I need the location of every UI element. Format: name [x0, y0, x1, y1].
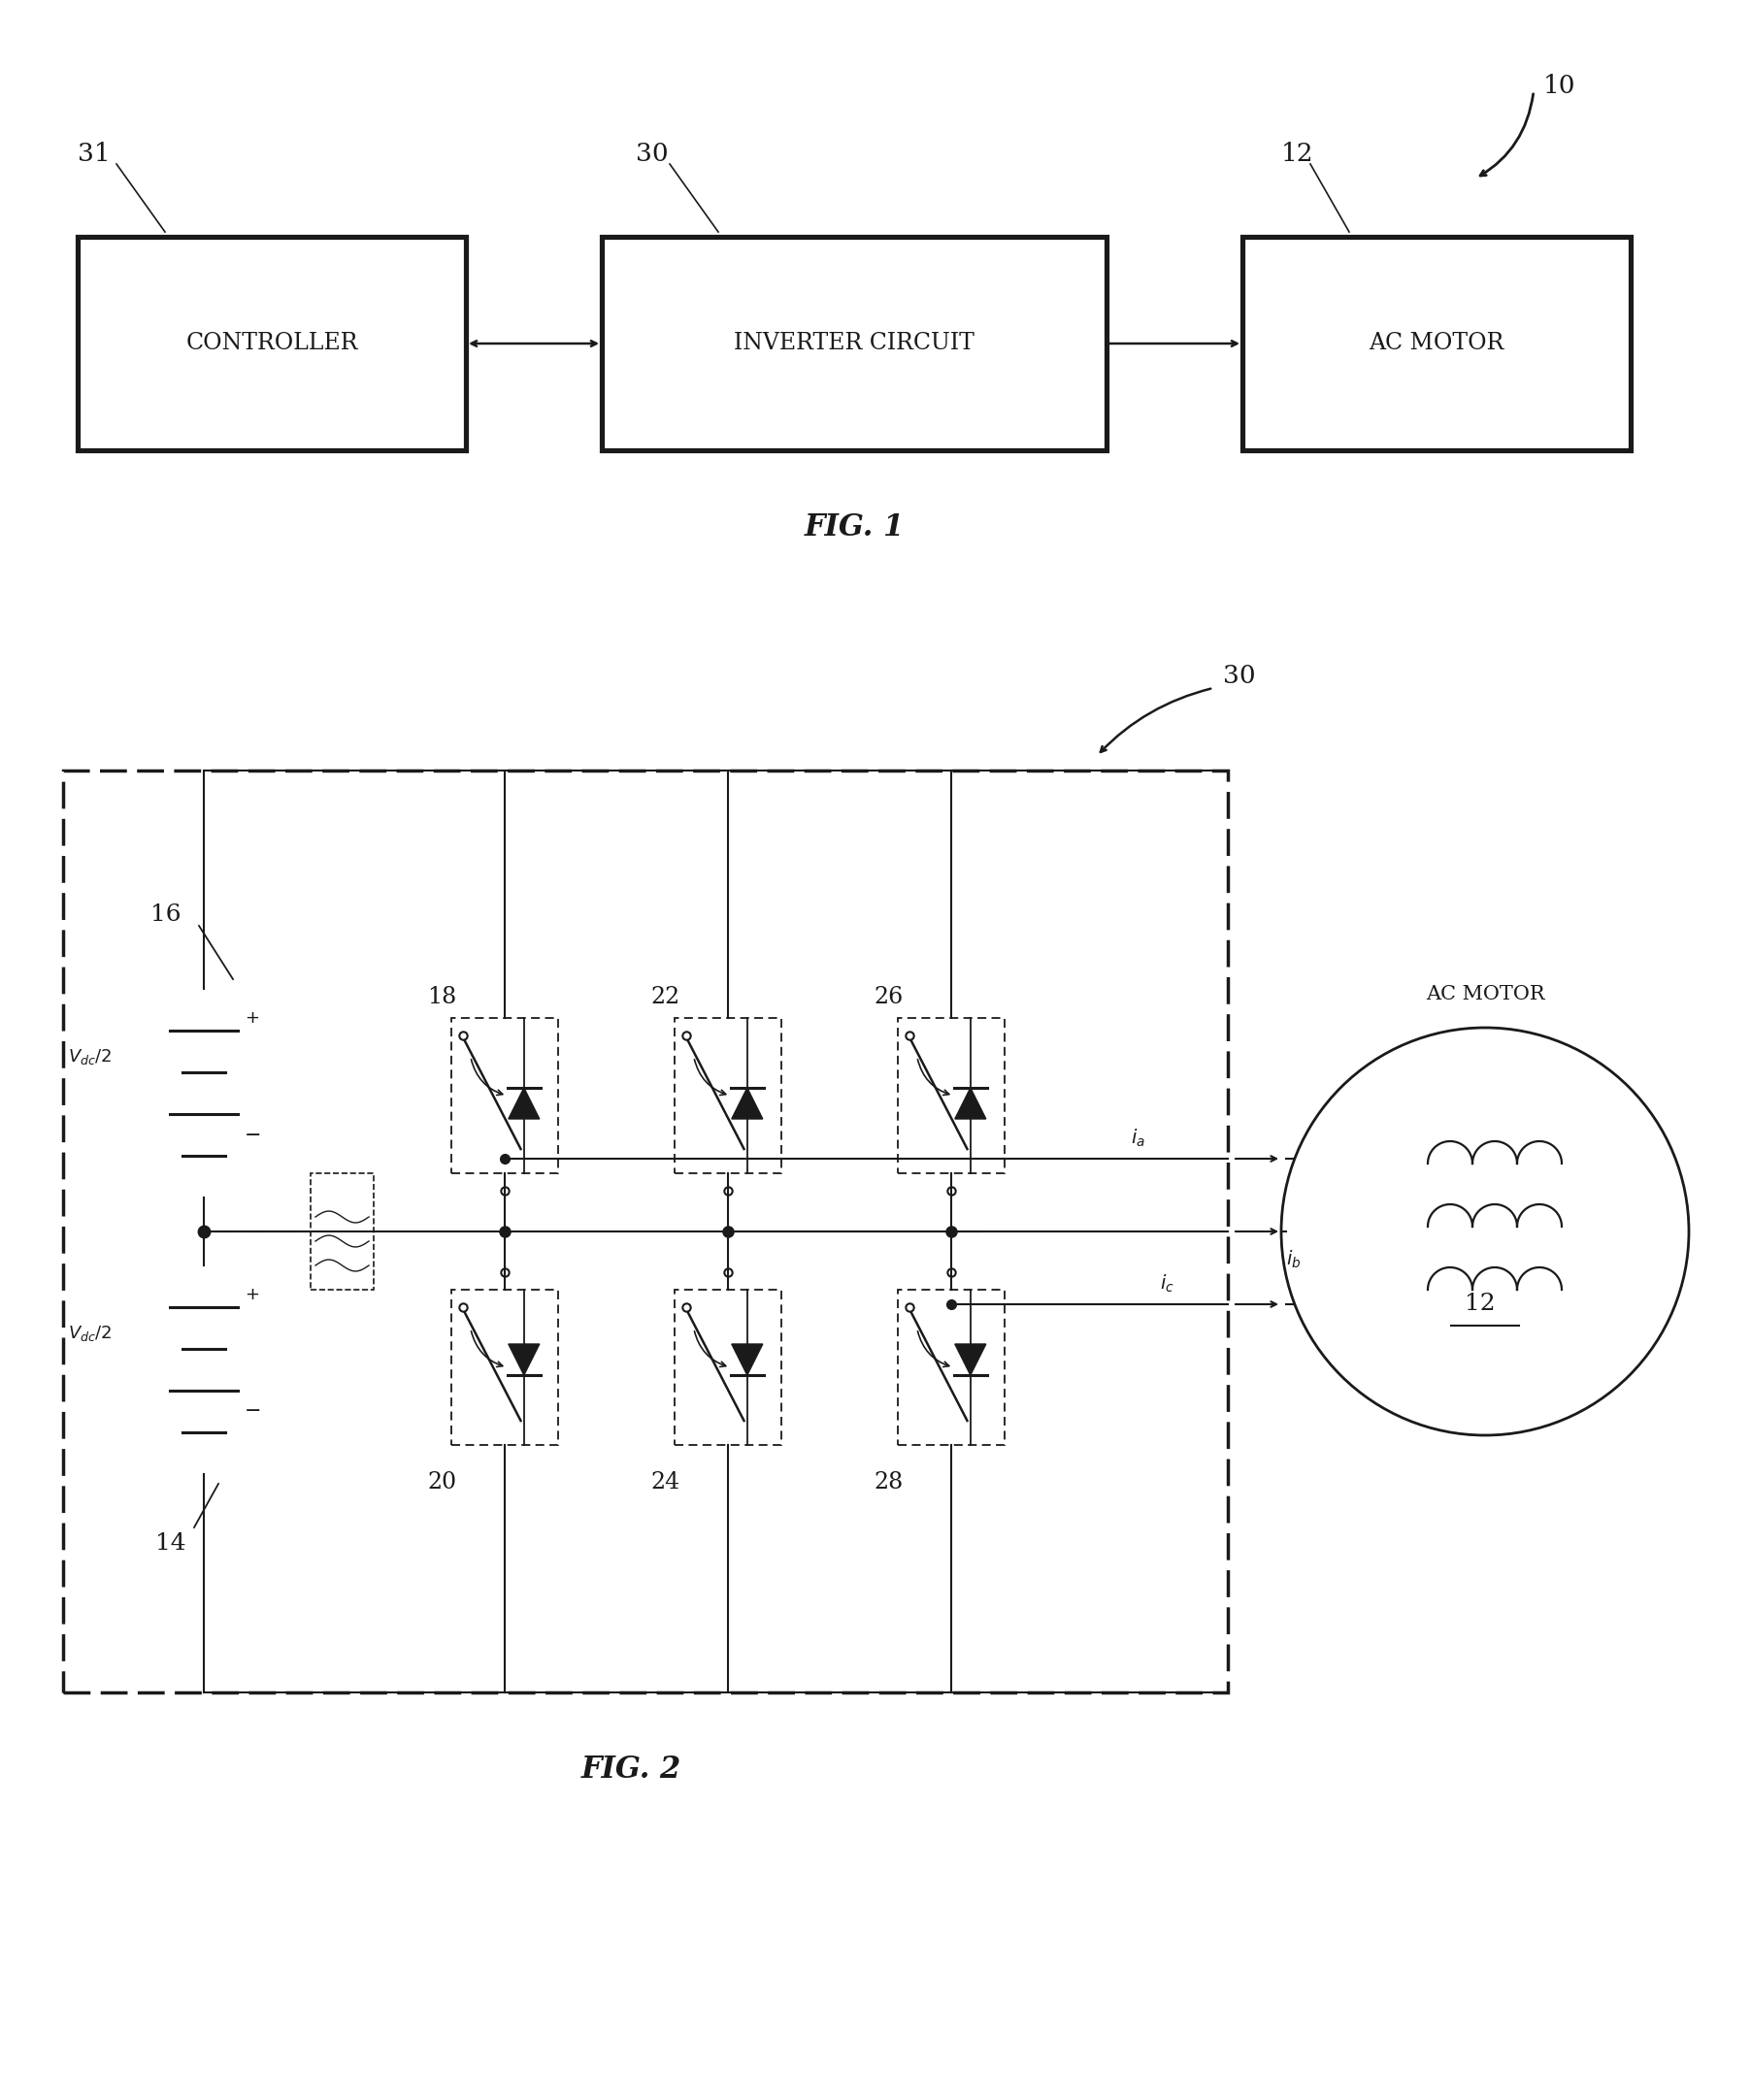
Text: FIG. 1: FIG. 1 — [804, 512, 904, 544]
Text: −: − — [245, 1403, 261, 1422]
Bar — [602, 237, 1107, 449]
Polygon shape — [732, 1088, 763, 1119]
Text: 30: 30 — [636, 141, 669, 166]
Text: INVERTER CIRCUIT: INVERTER CIRCUIT — [734, 332, 975, 355]
Text: 22: 22 — [650, 987, 679, 1008]
Polygon shape — [954, 1344, 986, 1376]
Text: 12: 12 — [1282, 141, 1313, 166]
Text: CONTROLLER: CONTROLLER — [186, 332, 357, 355]
Text: $V_{dc}/2$: $V_{dc}/2$ — [68, 1323, 112, 1344]
Text: AC MOTOR: AC MOTOR — [1369, 332, 1504, 355]
Text: 20: 20 — [427, 1472, 457, 1493]
Bar — [452, 1018, 559, 1174]
Polygon shape — [508, 1344, 539, 1376]
Text: 10: 10 — [1543, 74, 1576, 99]
Text: $i_a$: $i_a$ — [1131, 1128, 1145, 1149]
Polygon shape — [954, 1088, 986, 1119]
Polygon shape — [508, 1088, 539, 1119]
Text: 24: 24 — [650, 1472, 679, 1493]
Text: 18: 18 — [427, 987, 457, 1008]
Bar — [674, 1289, 781, 1445]
Bar — [77, 237, 466, 449]
Text: +: + — [245, 1010, 259, 1027]
Text: −: − — [245, 1126, 261, 1144]
Text: 16: 16 — [151, 903, 180, 926]
Bar — [898, 1289, 1005, 1445]
Bar — [1243, 237, 1630, 449]
Bar — [898, 1018, 1005, 1174]
Text: +: + — [245, 1285, 259, 1304]
Text: $V_{dc}/2$: $V_{dc}/2$ — [68, 1048, 112, 1067]
Text: $i_c$: $i_c$ — [1159, 1273, 1175, 1296]
Bar — [452, 1289, 559, 1445]
Bar — [63, 771, 1227, 1693]
Text: 28: 28 — [874, 1472, 904, 1493]
Text: FIG. 2: FIG. 2 — [581, 1756, 681, 1785]
Text: AC MOTOR: AC MOTOR — [1425, 985, 1544, 1004]
Bar — [310, 1174, 373, 1289]
Text: 14: 14 — [156, 1533, 186, 1554]
Text: $i_b$: $i_b$ — [1285, 1249, 1301, 1270]
Bar — [674, 1018, 781, 1174]
Text: 31: 31 — [77, 141, 110, 166]
Polygon shape — [732, 1344, 763, 1376]
Text: 30: 30 — [1222, 664, 1255, 689]
Text: 26: 26 — [874, 987, 904, 1008]
Text: 12: 12 — [1466, 1294, 1495, 1315]
